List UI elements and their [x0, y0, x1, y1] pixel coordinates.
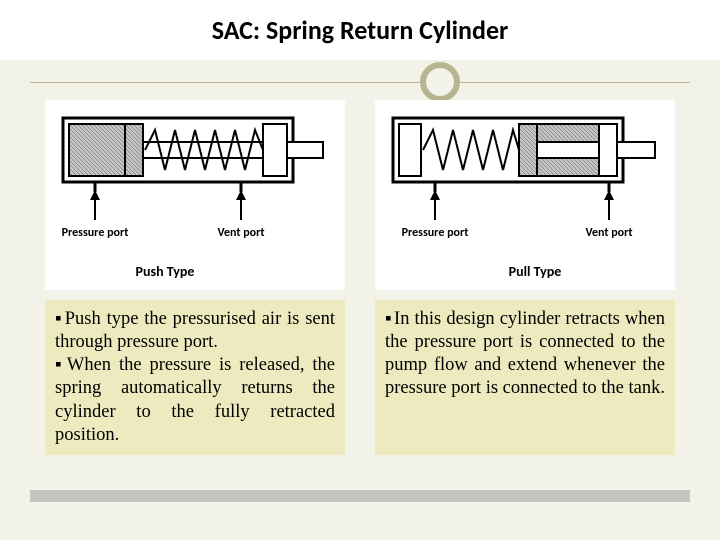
title-band: SAC: Spring Return Cylinder [0, 0, 720, 60]
decorative-ring [420, 62, 460, 102]
text-row: Push type the pressurised air is sent th… [0, 300, 720, 455]
diagram-push-type: Pressure port Vent port Push Type [45, 100, 345, 290]
push-bullet-1: Push type the pressurised air is sent th… [55, 308, 335, 354]
label-vent-port: Vent port [217, 226, 264, 240]
caption-pull: Pull Type [509, 263, 562, 280]
pull-description: In this design cylinder retracts when th… [375, 300, 675, 455]
caption-push: Push Type [136, 263, 195, 280]
push-bullet-2: When the pressure is released, the sprin… [55, 354, 335, 447]
page-title: SAC: Spring Return Cylinder [212, 14, 509, 46]
pull-bullet-1: In this design cylinder retracts when th… [385, 308, 665, 401]
divider-line [30, 82, 690, 83]
label-pressure-port: Pressure port [62, 226, 129, 240]
label-pressure-port: Pressure port [402, 226, 469, 240]
label-vent-port: Vent port [585, 226, 632, 240]
push-description: Push type the pressurised air is sent th… [45, 300, 345, 455]
diagram-row: Pressure port Vent port Push Type [0, 100, 720, 290]
text-underlay [30, 490, 690, 502]
diagram-pull-type: Pressure port Vent port Pull Type [375, 100, 675, 290]
